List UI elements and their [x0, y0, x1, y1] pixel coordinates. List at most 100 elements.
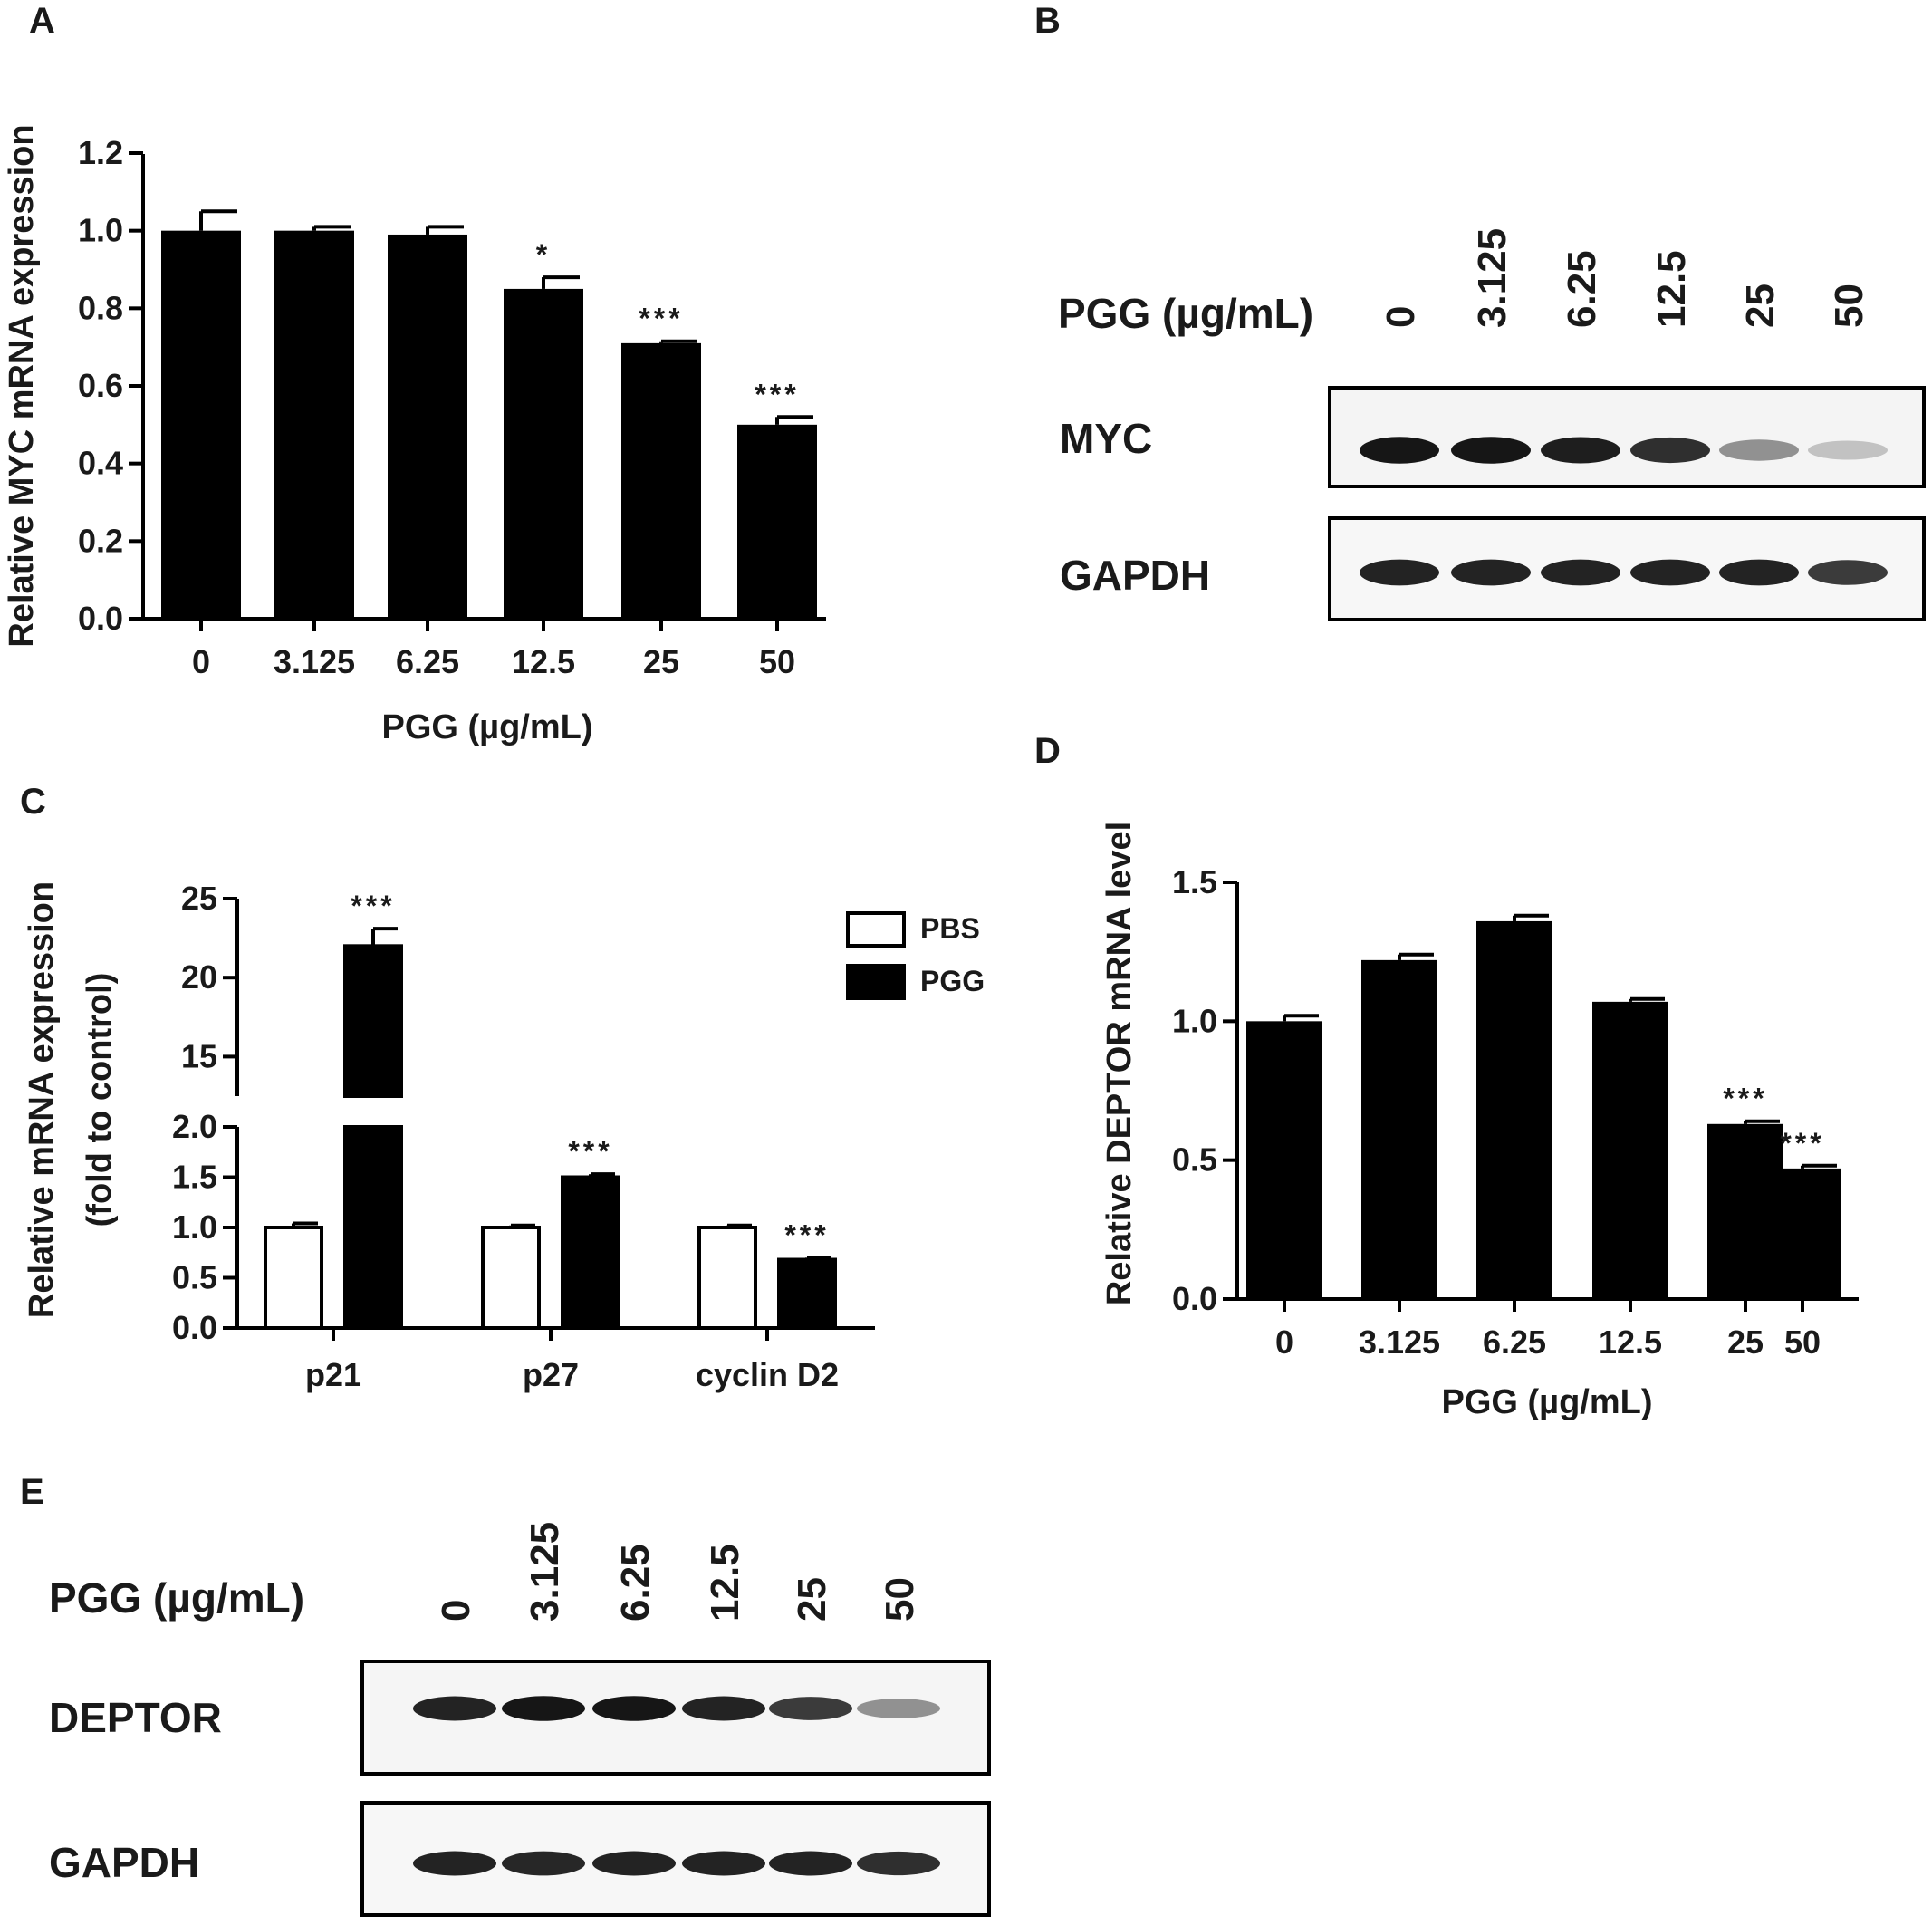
blot-band: [502, 1851, 585, 1876]
bar: [1764, 1168, 1841, 1299]
lane-label: 25: [1738, 284, 1783, 328]
panel-letter-b: B: [1034, 1, 1061, 41]
blot-band: [1630, 559, 1710, 586]
panel-a-x-axis-label: PGG (µg/mL): [382, 708, 593, 746]
y-tick-label: 0.0: [78, 600, 123, 637]
x-tick-label: cyclin D2: [696, 1356, 839, 1393]
panel-b-blot: PGG (µg/mL) 0 3.125 6.25 12.5 25 50 MYC GAPDH: [1058, 228, 1926, 621]
x-tick-label: p21: [305, 1356, 361, 1393]
panel-letter-d: D: [1034, 731, 1061, 771]
bar: [621, 342, 701, 619]
blot-band: [1541, 437, 1620, 464]
panel-e-row-label-gapdh: GAPDH: [49, 1839, 199, 1886]
blot-band: [682, 1851, 765, 1876]
bar: [504, 288, 583, 619]
panel-letter-e: E: [20, 1472, 44, 1512]
bar: [1246, 1021, 1322, 1299]
blot-band: [769, 1851, 852, 1876]
lane-label: 12.5: [703, 1544, 747, 1622]
panel-b-row-label-gapdh: GAPDH: [1060, 552, 1210, 599]
y-tick-label: 0.5: [172, 1259, 217, 1296]
panel-a-y-axis-label: Relative MYC mRNA expression: [3, 124, 41, 647]
significance-label: ***: [639, 303, 683, 335]
bar: [737, 424, 817, 619]
y-tick-label: 1.2: [78, 134, 123, 171]
panel-c-y-axis-label-2: (fold to control): [81, 973, 119, 1227]
panel-letter-c: C: [20, 782, 46, 822]
x-tick-label: 0: [1275, 1323, 1293, 1361]
panel-e-blot: PGG (µg/mL) 0 3.125 6.25 12.5 25 50 DEPTOR GA…: [49, 1522, 991, 1917]
y-tick-label: 15: [181, 1037, 217, 1074]
panel-c-y-axis-label: Relative mRNA expression: [23, 881, 61, 1318]
x-tick-label: 25: [643, 643, 679, 680]
lane-label: 3.125: [1470, 228, 1514, 328]
x-tick-label: p27: [523, 1356, 579, 1393]
blot-band: [413, 1851, 496, 1876]
x-tick-label: 3.125: [1359, 1323, 1440, 1361]
bar: [274, 230, 354, 619]
y-tick-label: 0.5: [1172, 1141, 1217, 1179]
panel-c-legend: PBS PGG: [846, 911, 985, 1000]
x-tick-label: 12.5: [512, 643, 575, 680]
legend-swatch-pbs: [846, 911, 906, 948]
legend-label-pgg: PGG: [920, 965, 985, 997]
blot-band: [1541, 559, 1620, 586]
panel-c-chart: *** *** *** 0.0 0.5 1.0 1.5 2.0 15 20 25 p21 p27 cy…: [23, 880, 985, 1393]
panel-a-chart: ******* 0.00.20.40.60.81.01.2 0 3.125 6.25…: [3, 124, 826, 746]
legend-label-pbs: PBS: [920, 912, 980, 945]
lane-label: 6.25: [1560, 250, 1604, 328]
x-tick-label: 50: [1784, 1323, 1821, 1361]
blot-band: [1451, 559, 1531, 586]
panel-letter-a: A: [29, 1, 55, 41]
panel-e-header: PGG (µg/mL): [49, 1574, 304, 1622]
panel-d-x-axis-label: PGG (µg/mL): [1442, 1383, 1653, 1421]
blot-band: [1630, 437, 1710, 464]
bar: [161, 230, 241, 619]
significance-label: ***: [568, 1135, 612, 1168]
lane-label: 6.25: [613, 1544, 658, 1622]
significance-label: *: [536, 238, 551, 271]
bar-lower-segment: [343, 1125, 403, 1330]
lane-label: 50: [1827, 284, 1871, 328]
bar-upper-segment: [343, 944, 403, 1098]
blot-band: [1808, 440, 1888, 460]
significance-label: ***: [1723, 1083, 1767, 1115]
bar: [561, 1175, 620, 1330]
panel-d-chart: *** *** 0.0 0.5 1.0 1.5 0 3.125 6.25 12.5 25 50 P…: [1101, 822, 1859, 1421]
y-tick-label: 0.8: [78, 289, 123, 326]
x-tick-label: 6.25: [396, 643, 459, 680]
bar: [1361, 959, 1437, 1299]
blot-band: [1808, 560, 1888, 585]
blot-band: [1360, 559, 1439, 586]
lane-label: 0: [1379, 306, 1423, 328]
y-tick-label: 0.0: [172, 1309, 217, 1346]
y-tick-label: 2.0: [172, 1108, 217, 1145]
blot-band: [1719, 439, 1799, 461]
lane-label: 12.5: [1649, 250, 1694, 328]
bar: [1592, 1001, 1668, 1299]
blot-band: [1451, 437, 1531, 464]
lane-label: 0: [434, 1600, 478, 1622]
blot-band: [413, 1696, 496, 1721]
y-tick-label: 0.4: [78, 445, 123, 482]
bar: [264, 1226, 323, 1330]
bar: [481, 1226, 541, 1330]
blot-band: [502, 1696, 585, 1721]
x-tick-label: 12.5: [1599, 1323, 1662, 1361]
bar: [1476, 920, 1552, 1299]
panel-d-y-axis-label: Relative DEPTOR mRNA level: [1101, 822, 1139, 1305]
blot-band: [682, 1696, 765, 1721]
x-tick-label: 3.125: [274, 643, 355, 680]
y-tick-label: 1.5: [1172, 863, 1217, 900]
legend-swatch-pgg: [846, 964, 906, 1000]
blot-band: [769, 1697, 852, 1720]
lane-label: 50: [878, 1577, 922, 1622]
y-tick-label: 25: [181, 880, 217, 917]
blot-band: [857, 1699, 940, 1718]
x-tick-label: 0: [192, 643, 210, 680]
x-tick-label: 25: [1727, 1323, 1764, 1361]
lane-label: 25: [790, 1577, 834, 1622]
y-tick-label: 0.6: [78, 367, 123, 404]
panel-b-header: PGG (µg/mL): [1058, 290, 1313, 337]
